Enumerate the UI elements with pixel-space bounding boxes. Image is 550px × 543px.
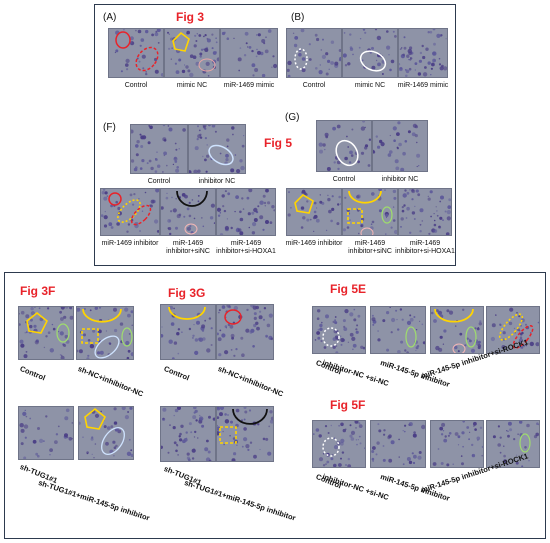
- caption-f-mir1469-sinc-2: inhibitor+siNC: [166, 248, 210, 255]
- caption-f-mir1469-inhibitor: miR-1469 inhibitor: [101, 240, 159, 247]
- micrograph-g-mir1469-inhibitor: [286, 188, 342, 236]
- caption-f-control: Control: [147, 178, 171, 185]
- micrograph-3f-sh-nc: [76, 306, 134, 360]
- micrograph-5e-inhibitor-nc-si-nc: [370, 306, 426, 354]
- caption-a-mimic-nc: mimic NC: [176, 82, 208, 89]
- label-f: (F): [103, 122, 116, 133]
- caption-g-mir1469-si-hoxa1-2: inhibitor+si-HOXA1: [395, 248, 455, 255]
- micrograph-5f-mir145-inhibitor-si-rock1: [486, 420, 540, 468]
- micrograph-3g-sh-nc: [216, 304, 274, 360]
- label-g: (G): [285, 112, 300, 123]
- caption-g-inhibitor-nc: inhibitor NC: [381, 176, 419, 183]
- caption-g-mir1469-sinc-1: miR-1469: [354, 240, 386, 247]
- caption-g-control: Control: [332, 176, 356, 183]
- caption-f-mir1469-si-hoxa1-2: inhibitor+si-HOXA1: [216, 248, 276, 255]
- micrograph-5e-control: [312, 306, 366, 354]
- caption-g-mir1469-inhibitor: miR-1469 inhibitor: [285, 240, 343, 247]
- micrograph-g-control: [316, 120, 372, 172]
- micrograph-3g-sh-tug1-inhibitor: [216, 406, 274, 462]
- caption-a-control: Control: [124, 82, 148, 89]
- caption-g-mir1469-si-hoxa1-1: miR-1469: [409, 240, 441, 247]
- micrograph-3f-sh-tug1-inhibitor: [78, 406, 134, 460]
- micrograph-b-mir1469-mimic: [398, 28, 448, 78]
- micrograph-f-mir1469-si-hoxa1: [216, 188, 276, 236]
- fig-5e-title: Fig 5E: [330, 282, 367, 296]
- micrograph-3g-control: [160, 304, 216, 360]
- caption-f-mir1469-sinc-1: miR-1469: [172, 240, 204, 247]
- micrograph-g-inhibitor-nc: [372, 120, 428, 172]
- caption-f-mir1469-si-hoxa1-1: miR-1469: [230, 240, 262, 247]
- micrograph-f-control: [130, 124, 188, 174]
- micrograph-3g-sh-tug1: [160, 406, 216, 462]
- micrograph-5e-mir145-inhibitor-si-rock1: [486, 306, 540, 354]
- caption-b-mimic-nc: mimic NC: [354, 82, 386, 89]
- fig-3-title: Fig 3: [176, 10, 205, 24]
- micrograph-g-mir1469-si-hoxa1: [398, 188, 452, 236]
- label-b: (B): [291, 12, 305, 23]
- caption-g-mir1469-sinc-2: inhibitor+siNC: [348, 248, 392, 255]
- fig-5f-title: Fig 5F: [330, 398, 366, 412]
- micrograph-f-inhibitor-nc: [188, 124, 246, 174]
- micrograph-5e-mir145-inhibitor: [430, 306, 484, 354]
- fig-5-title: Fig 5: [264, 136, 293, 150]
- caption-a-mimic: miR-1469 mimic: [223, 82, 275, 89]
- caption-b-control: Control: [302, 82, 326, 89]
- caption-b-mimic: miR-1469 mimic: [397, 82, 449, 89]
- micrograph-g-mir1469-sinc: [342, 188, 398, 236]
- fig-3g-title: Fig 3G: [168, 286, 206, 300]
- micrograph-f-mir1469-inhibitor: [100, 188, 160, 236]
- micrograph-5f-mir145-inhibitor: [430, 420, 484, 468]
- micrograph-3f-sh-tug1: [18, 406, 74, 460]
- label-a: (A): [103, 12, 117, 23]
- micrograph-5f-inhibitor-nc-si-nc: [370, 420, 426, 468]
- micrograph-f-mir1469-sinc: [160, 188, 216, 236]
- micrograph-a-mir1469-mimic: [220, 28, 278, 78]
- micrograph-3f-control: [18, 306, 74, 360]
- fig-3f-title: Fig 3F: [20, 284, 56, 298]
- micrograph-a-control: [108, 28, 164, 78]
- micrograph-b-mimic-nc: [342, 28, 398, 78]
- micrograph-b-control: [286, 28, 342, 78]
- micrograph-5f-control: [312, 420, 366, 468]
- caption-f-inhibitor-nc: inhibitor NC: [198, 178, 236, 185]
- micrograph-a-mimic-nc: [164, 28, 220, 78]
